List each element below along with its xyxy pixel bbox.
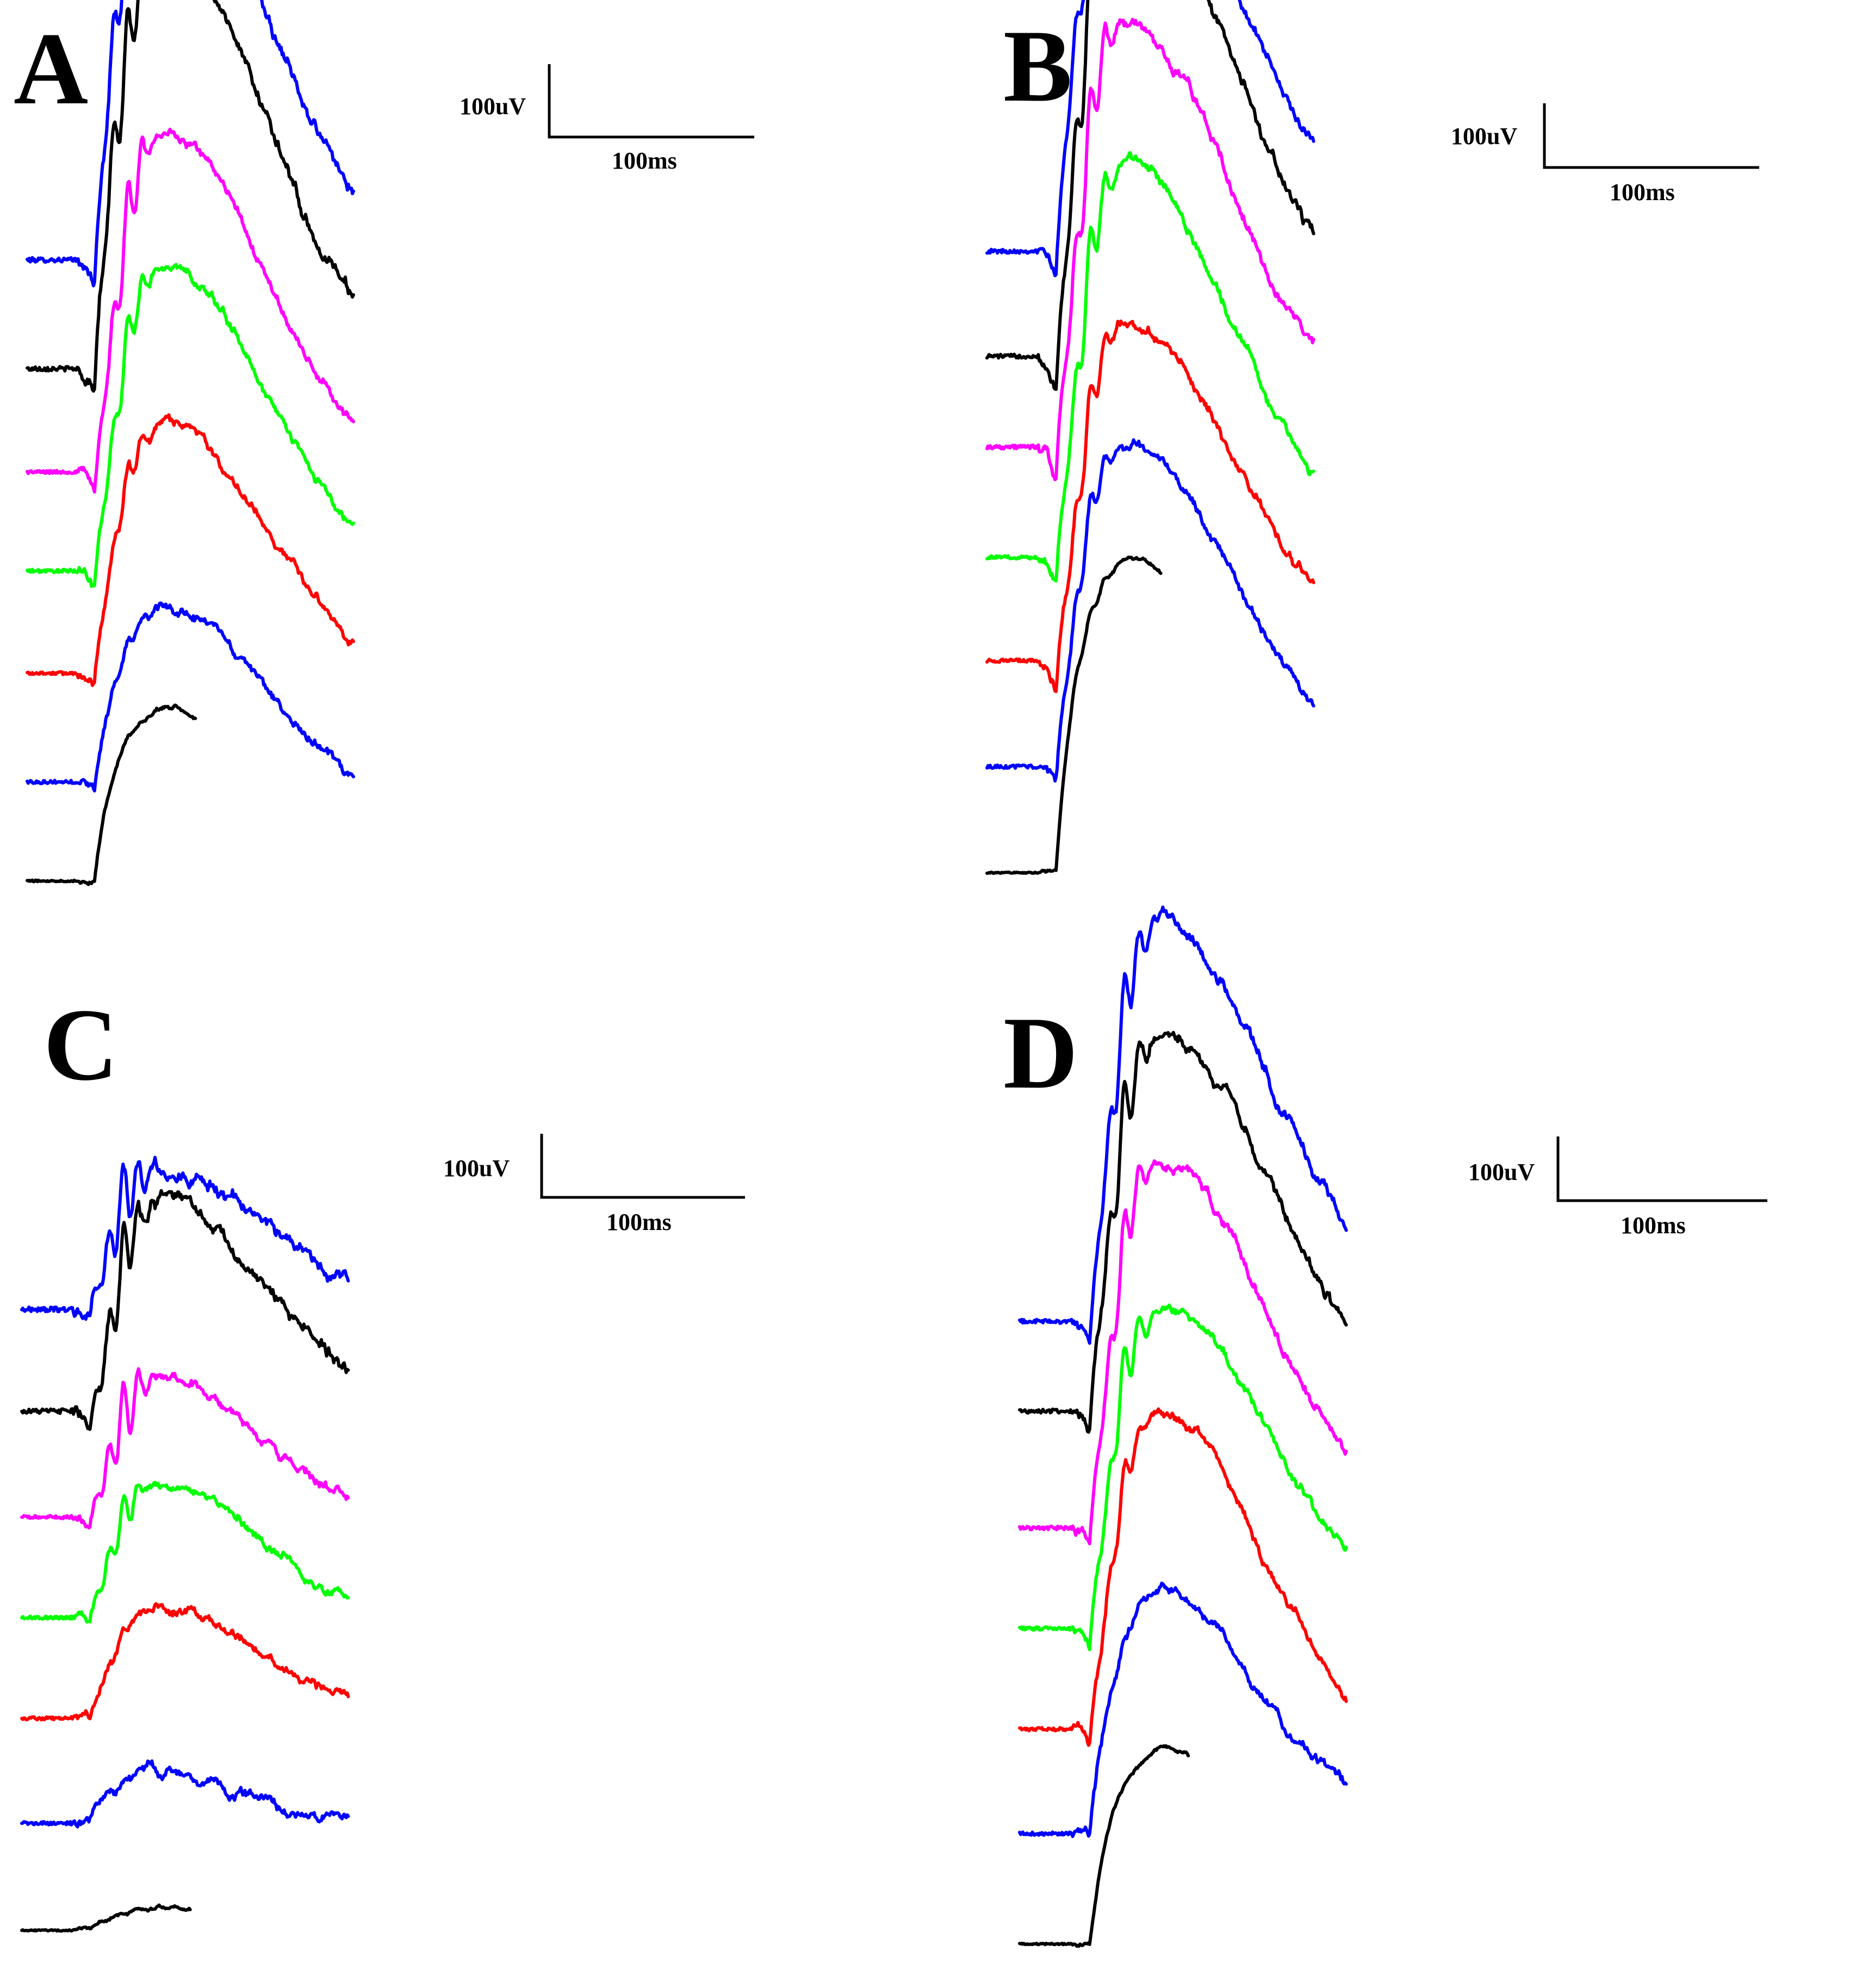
panel-a-trace-5 [26,413,355,687]
panel-d-traces [1018,905,1348,1948]
panel-c-trace-2 [20,1189,350,1431]
panel-c-scale-lines [540,1134,745,1199]
panel-b-time-label: 100ms [1610,179,1675,206]
panel-d: D 100uV 100ms [1003,905,1767,1948]
panel-d-scale-lines [1556,1136,1767,1202]
panel-c-scale-bar: 100uV 100ms [443,1134,745,1235]
panel-a-label: A [14,12,88,126]
panel-b-trace-4 [985,151,1315,583]
panel-a-time-label: 100ms [612,147,677,174]
panel-a-amplitude-label: 100uV [460,93,526,120]
panel-d-trace-1 [1018,905,1348,1345]
panel-b-scale-bar: 100uV 100ms [1451,103,1759,206]
panel-c-trace-7 [20,1903,192,1933]
panel-c-label: C [44,988,118,1102]
panel-c-amplitude-label: 100uV [443,1155,510,1182]
panel-d-trace-7 [1018,1744,1190,1948]
panel-a-trace-1 [26,0,355,288]
panel-a-trace-7 [26,703,197,886]
panel-c-time-label: 100ms [606,1209,672,1235]
panel-d-trace-6 [1018,1581,1348,1838]
panel-c-traces [20,1155,350,1933]
panel-d-amplitude-label: 100uV [1468,1159,1535,1185]
panel-b-label: B [1003,9,1072,123]
panel-c: C 100uV 100ms [20,988,745,1933]
panel-c-trace-4 [20,1481,350,1624]
panel-d-scale-bar: 100uV 100ms [1468,1136,1767,1239]
panel-b: B 100uV 100ms [985,0,1759,875]
panel-a-scale-bar: 100uV 100ms [460,64,754,174]
panel-d-label: D [1003,996,1078,1110]
panel-b-trace-5 [985,319,1315,693]
panel-b-trace-3 [985,17,1315,481]
panel-c-trace-3 [20,1367,350,1530]
panel-a-trace-2 [26,0,355,393]
panel-a: A 100uV 100ms [14,0,754,886]
panel-d-trace-3 [1018,1159,1348,1545]
panel-a-traces [26,0,355,886]
panel-a-trace-3 [26,127,355,494]
panel-d-trace-4 [1018,1303,1348,1651]
panel-b-trace-7 [985,555,1163,875]
panel-b-trace-6 [985,438,1315,783]
panel-b-trace-1 [985,0,1315,277]
panel-c-trace-5 [20,1602,350,1722]
panel-a-trace-6 [26,601,355,793]
panel-b-traces [985,0,1315,875]
panel-a-trace-4 [26,263,355,588]
panel-b-trace-2 [985,0,1315,391]
panel-d-trace-5 [1018,1407,1348,1747]
panel-a-scale-lines [548,64,754,139]
panel-d-time-label: 100ms [1621,1212,1686,1239]
panel-c-trace-6 [20,1759,350,1829]
panel-b-amplitude-label: 100uV [1451,123,1517,150]
panel-c-trace-1 [20,1155,350,1321]
panel-d-trace-2 [1018,1030,1348,1434]
panel-b-scale-lines [1543,103,1759,169]
